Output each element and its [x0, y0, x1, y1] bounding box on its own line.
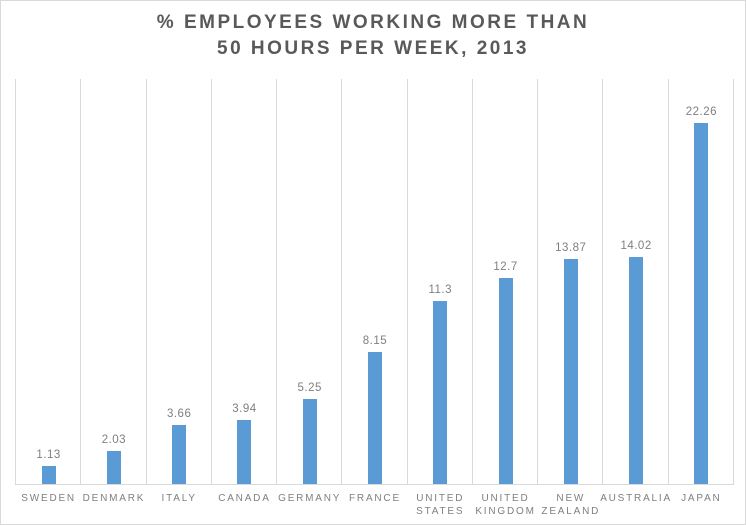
bar-column: 3.94 CANADA: [210, 79, 277, 504]
bar-column: 11.3 UNITED STATES: [406, 79, 473, 517]
bar-column: 5.25 GERMANY: [276, 79, 342, 504]
bar: [172, 424, 187, 484]
category-label: JAPAN: [681, 493, 722, 504]
bar-column: 3.66 ITALY: [145, 79, 212, 504]
category-label: NEW ZEALAND: [541, 493, 601, 517]
bar: [694, 123, 709, 484]
bar-value-label: 2.03: [101, 434, 127, 447]
category-label: ITALY: [161, 493, 197, 504]
bar-value-label: 5.25: [297, 381, 322, 394]
bar-value-label: 1.13: [36, 448, 61, 461]
category-label: AUSTRALIA: [600, 493, 672, 504]
category-label: SWEDEN: [21, 493, 76, 504]
chart-title-line-2: 50 HOURS PER WEEK, 2013: [217, 38, 529, 59]
bar-column: 13.87 NEW ZEALAND: [537, 79, 603, 517]
bar: [498, 278, 513, 484]
bar: [106, 451, 121, 484]
category-label: UNITED KINGDOM: [475, 493, 536, 517]
bar-column: 14.02 AUSTRALIA: [600, 79, 670, 504]
bar-value-label: 22.26: [685, 106, 717, 119]
category-label: UNITED STATES: [416, 493, 465, 517]
bar-value-label: 14.02: [620, 239, 652, 252]
bar: [563, 259, 578, 484]
bar: [367, 351, 382, 484]
chart-title-line-1: % EMPLOYEES WORKING MORE THAN: [156, 12, 590, 33]
bar-value-label: 3.66: [166, 407, 192, 420]
bar-column: 8.15 FRANCE: [341, 79, 407, 504]
chart-title: % EMPLOYEES WORKING MORE THAN 50 HOURS P…: [1, 10, 745, 62]
category-label: GERMANY: [278, 493, 342, 504]
bar: [433, 300, 448, 484]
bar-value-label: 3.94: [232, 403, 257, 416]
bar: [629, 256, 644, 484]
bar: [41, 465, 56, 484]
bar: [237, 420, 252, 484]
bar-column: 2.03 DENMARK: [80, 79, 146, 504]
bar: [302, 398, 317, 484]
bar-value-label: 8.15: [362, 334, 388, 347]
category-label: FRANCE: [349, 493, 401, 504]
bar-column: 22.26 JAPAN: [667, 79, 734, 504]
bar-value-label: 13.87: [555, 242, 587, 255]
plot-area: 1.13 SWEDEN 2.03 DENMARK 3.66 ITALY 3.94 CANADA…: [15, 79, 734, 517]
category-label: CANADA: [218, 493, 271, 504]
category-label: DENMARK: [82, 493, 146, 504]
bar-value-label: 12.7: [493, 261, 518, 274]
bar-column: 12.7 UNITED KINGDOM: [471, 79, 538, 517]
bar-value-label: 11.3: [428, 283, 453, 296]
bar-column: 1.13 SWEDEN: [15, 79, 81, 504]
